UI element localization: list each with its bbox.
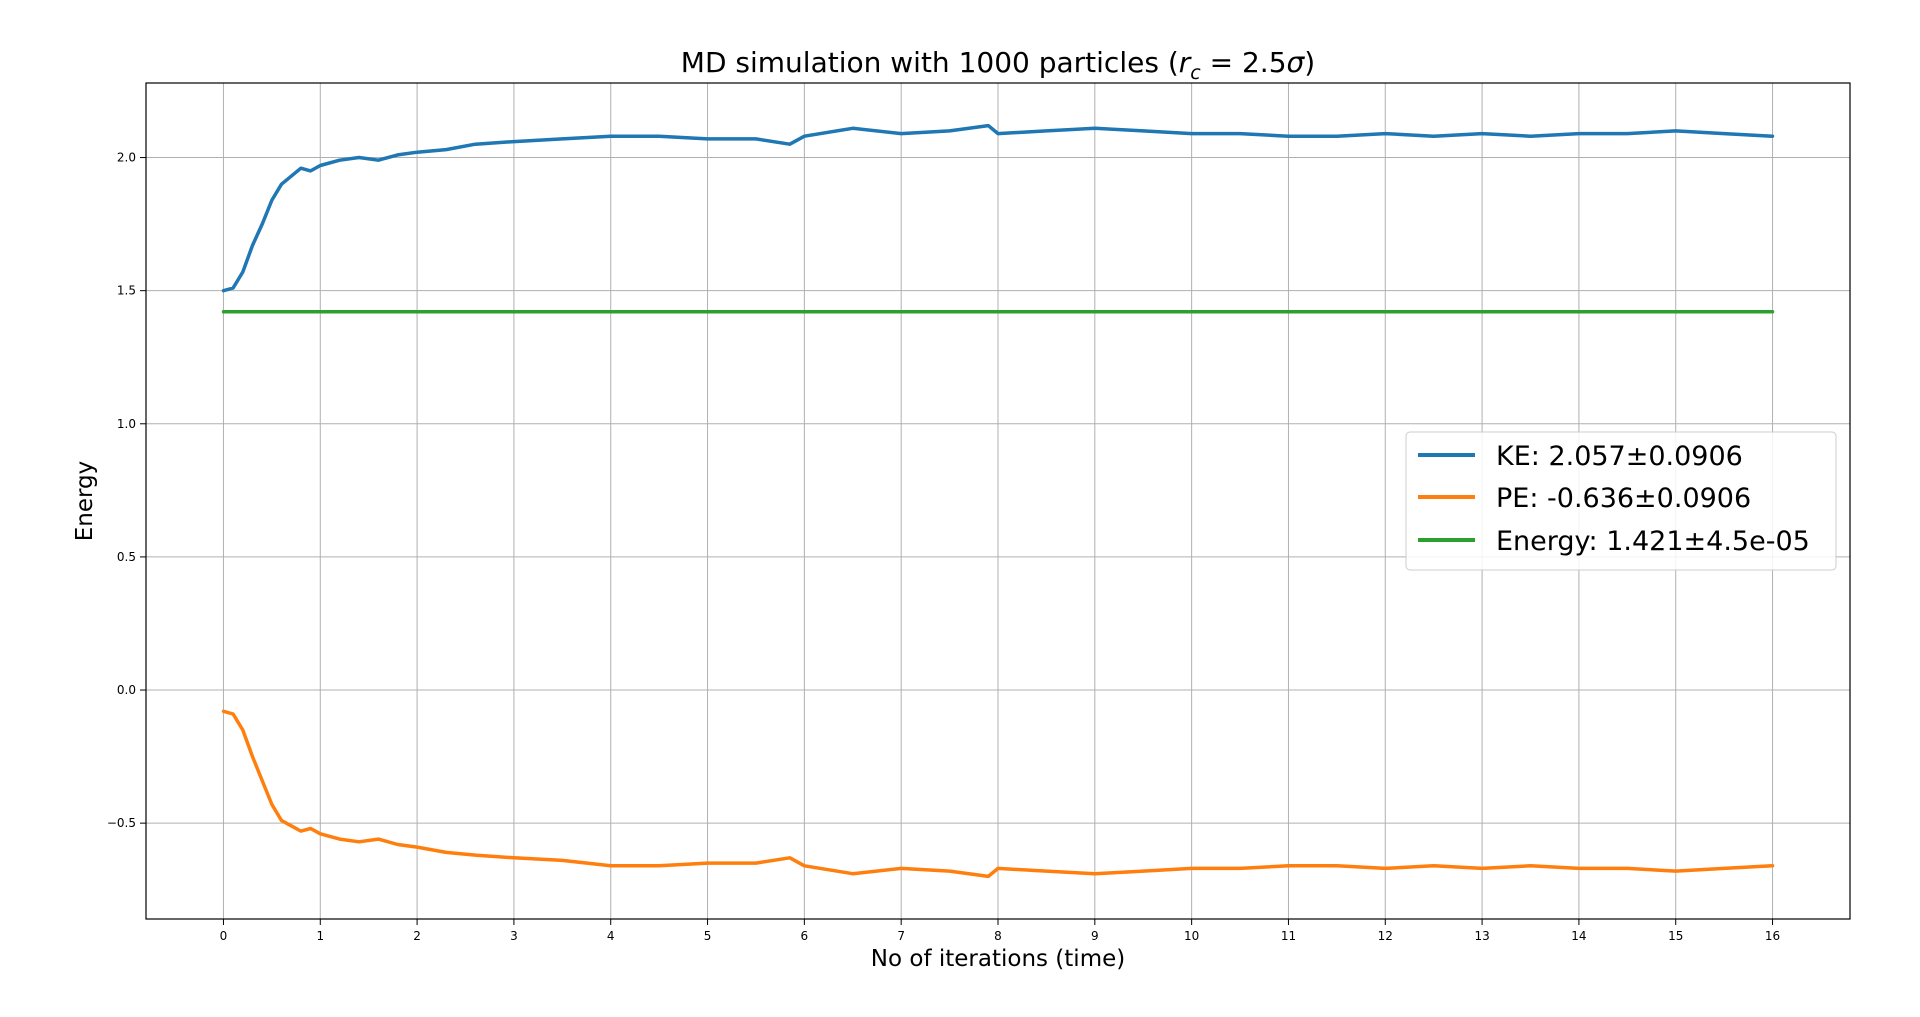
legend-box	[1405, 431, 1837, 571]
x-tick-label: 13	[1474, 929, 1489, 943]
legend-pe-label: PE: -0.636±0.0906	[1496, 483, 1751, 514]
ke-line	[221, 123, 1775, 293]
y-tick-label: 1.5	[117, 284, 136, 298]
x-tick-label: 6	[801, 929, 809, 943]
x-tick-label: 5	[704, 929, 712, 943]
x-tick-label: 8	[994, 929, 1002, 943]
x-tick-label: 9	[1091, 929, 1099, 943]
x-axis-label: No of iterations (time)	[871, 946, 1125, 972]
x-tick-label: 12	[1378, 929, 1393, 943]
x-tick-label: 4	[607, 929, 615, 943]
x-tick-label: 15	[1668, 929, 1683, 943]
x-tick-label: 14	[1571, 929, 1586, 943]
x-tick-label: 10	[1184, 929, 1199, 943]
y-tick-label: 2.0	[117, 151, 136, 165]
x-tick-label: 3	[510, 929, 518, 943]
x-tick-label: 0	[220, 929, 228, 943]
x-tick-label: 7	[897, 929, 905, 943]
series-lines	[221, 123, 1775, 879]
x-tick-label: 11	[1281, 929, 1296, 943]
legend-energy-label: Energy: 1.421±4.5e-05	[1496, 526, 1810, 557]
y-axis-label: Energy	[72, 461, 98, 542]
legend-ke-label: KE: 2.057±0.0906	[1496, 441, 1743, 472]
y-tick-label: 0.5	[117, 550, 136, 564]
pe-line	[221, 709, 1775, 879]
y-tick-label: −0.5	[107, 816, 136, 830]
x-tick-label: 1	[316, 929, 324, 943]
y-tick-label: 1.0	[117, 417, 136, 431]
legend: KE: 2.057±0.0906 PE: -0.636±0.0906 Energ…	[1405, 431, 1837, 571]
y-tick-label: 0.0	[117, 683, 136, 697]
x-tick-label: 2	[413, 929, 421, 943]
chart-title: MD simulation with 1000 particles (rc = …	[681, 46, 1315, 84]
axis-ticks: 0 1 2 3 4 5 6 7 8 9 10 11 12 13 14 15 16−0.50.00.51.01.5…	[107, 151, 1780, 943]
x-tick-label: 16	[1765, 929, 1780, 943]
